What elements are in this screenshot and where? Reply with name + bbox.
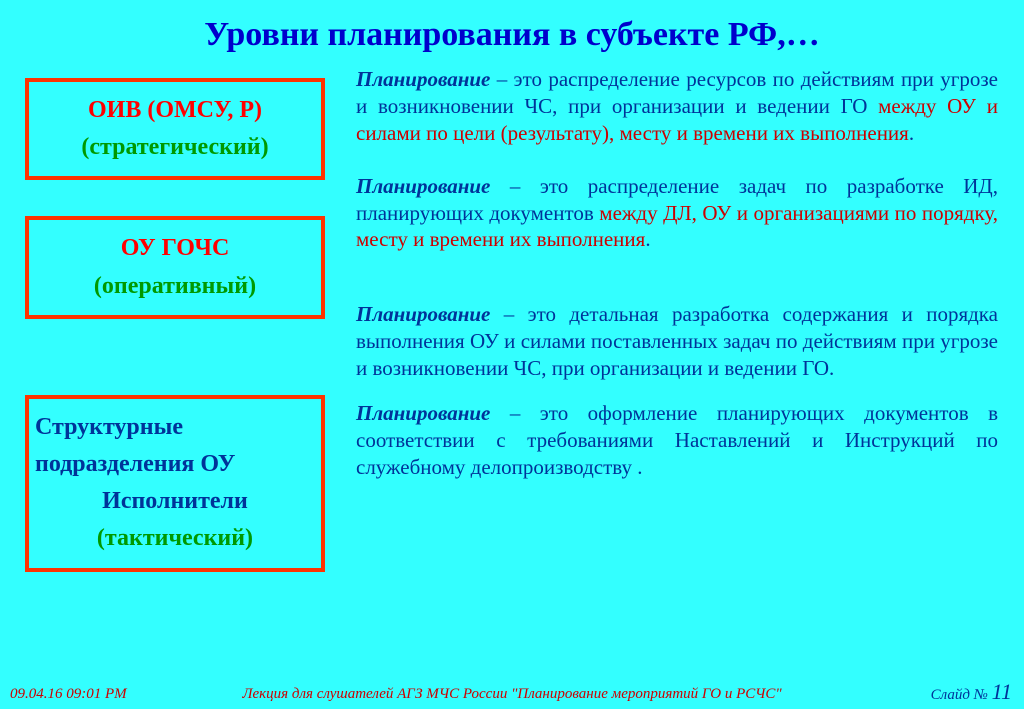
text-run: . bbox=[909, 121, 914, 145]
definition-paragraph-0: Планирование – это распределение ресурсо… bbox=[356, 66, 998, 147]
level-box-line: Структурные подразделения ОУ bbox=[35, 409, 315, 483]
definition-paragraph-1: Планирование – это распределение задач п… bbox=[356, 173, 998, 254]
page-title: Уровни планирования в субъекте РФ,… bbox=[0, 0, 1024, 54]
level-box-2: Структурные подразделения ОУИсполнители(… bbox=[25, 395, 325, 572]
slide: Уровни планирования в субъекте РФ,… ОИВ … bbox=[0, 0, 1024, 709]
level-box-line: ОИВ (ОМСУ, Р) bbox=[88, 92, 262, 129]
text-run: Планирование bbox=[356, 67, 490, 91]
level-box-0: ОИВ (ОМСУ, Р)(стратегический) bbox=[25, 78, 325, 180]
levels-column: ОИВ (ОМСУ, Р)(стратегический) ОУ ГОЧС(опе… bbox=[0, 66, 350, 673]
text-run: Планирование bbox=[356, 401, 490, 425]
footer: 09.04.16 09:01 PM Лекция для слушателей … bbox=[0, 677, 1024, 705]
slide-num: 11 bbox=[992, 679, 1012, 704]
definitions-column: Планирование – это распределение ресурсо… bbox=[350, 66, 1024, 673]
definition-paragraph-2: Планирование – это детальная разработка … bbox=[356, 301, 998, 382]
level-box-line: Исполнители bbox=[102, 483, 248, 520]
definition-paragraph-3: Планирование – это оформление планирующи… bbox=[356, 400, 998, 481]
text-run: Планирование bbox=[356, 174, 490, 198]
level-box-line: (стратегический) bbox=[81, 129, 268, 166]
level-box-1: ОУ ГОЧС(оперативный) bbox=[25, 216, 325, 318]
footer-slide-number: Слайд № 11 bbox=[931, 679, 1012, 705]
slide-label: Слайд № bbox=[931, 687, 988, 703]
level-box-line: ОУ ГОЧС bbox=[121, 230, 230, 267]
level-box-line: (тактический) bbox=[97, 520, 253, 557]
text-run: . bbox=[645, 227, 650, 251]
level-box-line: (оперативный) bbox=[94, 268, 256, 305]
content-area: ОИВ (ОМСУ, Р)(стратегический) ОУ ГОЧС(опе… bbox=[0, 66, 1024, 673]
text-run: Планирование bbox=[356, 302, 490, 326]
footer-lecture: Лекция для слушателей АГЗ МЧС России "Пл… bbox=[0, 686, 1024, 703]
